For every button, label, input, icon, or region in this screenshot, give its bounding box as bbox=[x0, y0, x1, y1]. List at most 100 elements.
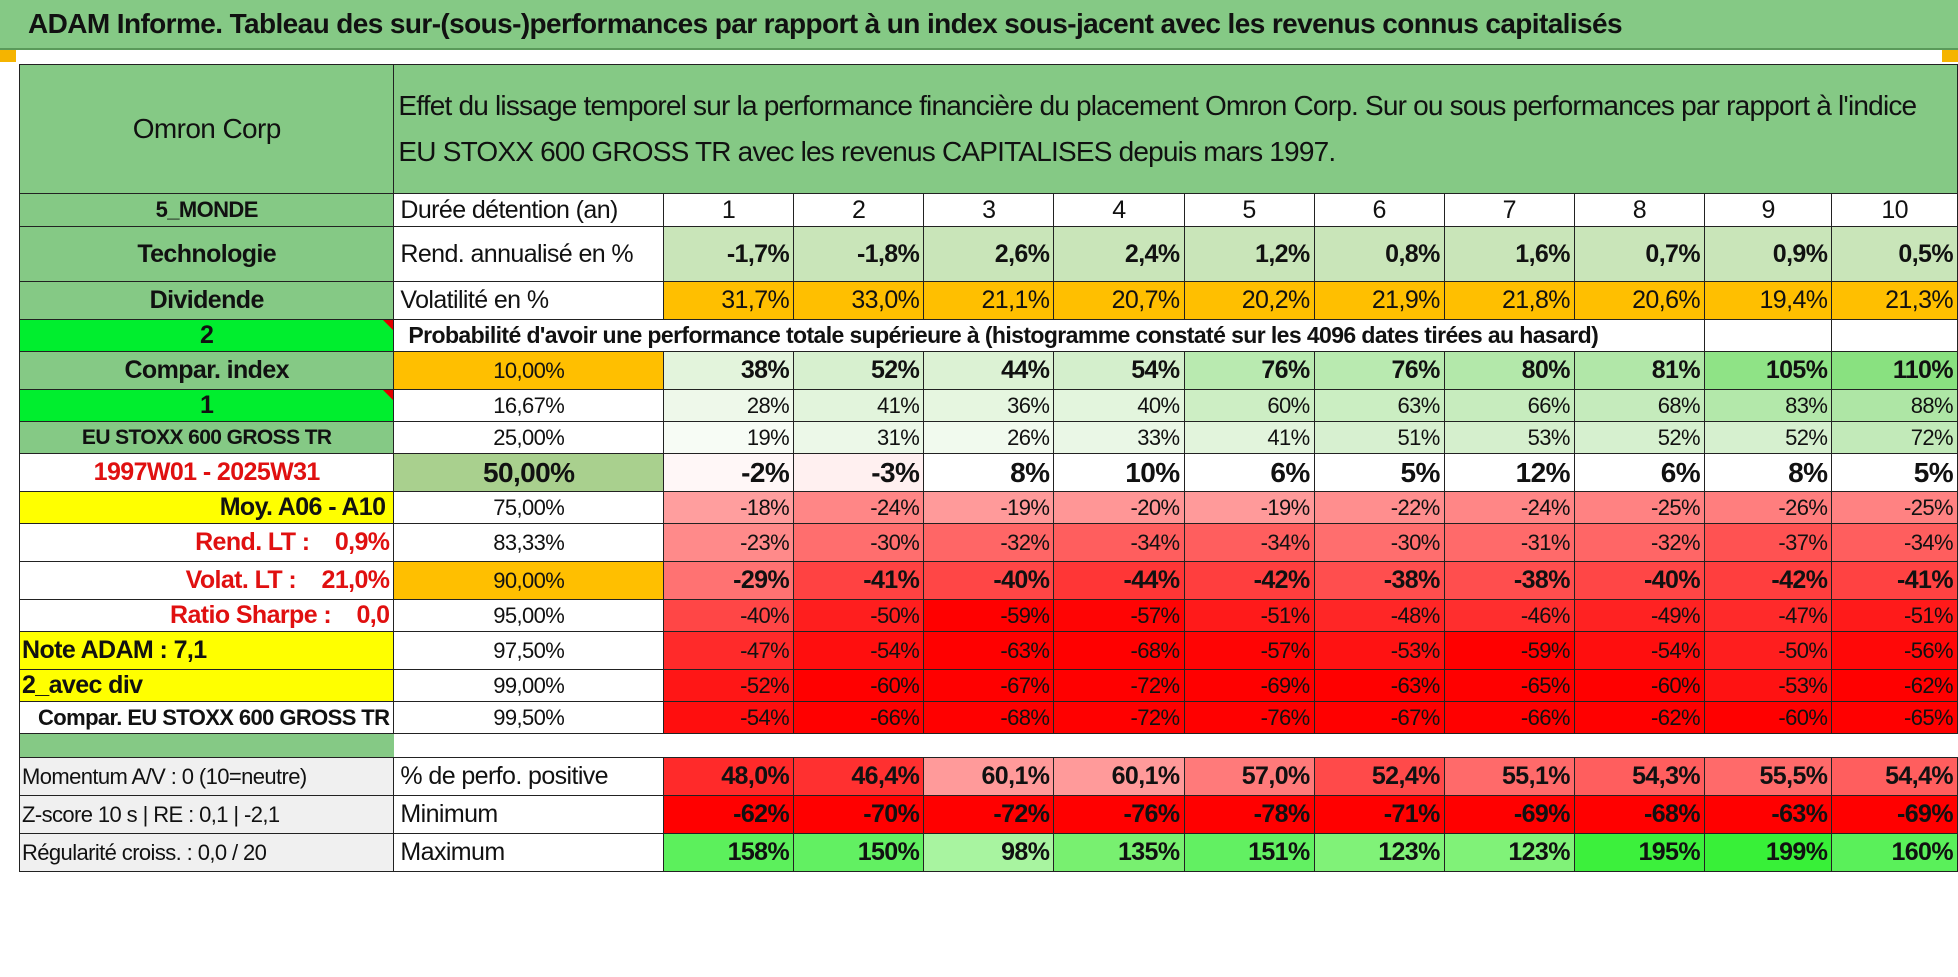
quantile-value: -26% bbox=[1703, 491, 1833, 524]
quantile-value: -30% bbox=[793, 523, 925, 562]
quantile-value: -19% bbox=[1183, 491, 1315, 524]
quantile-value: -38% bbox=[1313, 561, 1445, 600]
volatility-label: Volatilité en % bbox=[393, 281, 664, 320]
quantile-percent: 95,00% bbox=[393, 599, 664, 632]
quantile-value: 52% bbox=[1573, 421, 1706, 454]
quantile-value: -41% bbox=[1831, 561, 1958, 600]
quantile-percent: 75,00% bbox=[393, 491, 664, 524]
quantile-value: 26% bbox=[923, 421, 1055, 454]
quantile-value: -60% bbox=[1573, 669, 1706, 702]
annualized-return-value: 1,2% bbox=[1183, 226, 1315, 282]
quantile-value: 8% bbox=[1703, 453, 1833, 492]
quantile-value: 53% bbox=[1443, 421, 1575, 454]
summary-value: -68% bbox=[1573, 795, 1706, 834]
quantile-value: -72% bbox=[1053, 701, 1185, 734]
volatility-value: 19,4% bbox=[1703, 281, 1833, 320]
quantile-value: -49% bbox=[1573, 599, 1706, 632]
summary-value: 135% bbox=[1053, 833, 1185, 872]
summary-value: -76% bbox=[1053, 795, 1185, 834]
quantile-value: -56% bbox=[1831, 631, 1958, 670]
selector-2[interactable]: 2 bbox=[18, 319, 395, 352]
summary-value: 48,0% bbox=[662, 757, 795, 796]
annualized-return-value: 2,6% bbox=[923, 226, 1055, 282]
quantile-value: 88% bbox=[1831, 389, 1958, 422]
quantile-percent: 10,00% bbox=[393, 351, 664, 390]
volatility-value: 20,6% bbox=[1573, 281, 1706, 320]
summary-value: 60,1% bbox=[1053, 757, 1185, 796]
quantile-value: -68% bbox=[923, 701, 1055, 734]
quantile-value: -37% bbox=[1703, 523, 1833, 562]
quantile-value: -54% bbox=[1573, 631, 1706, 670]
quantile-value: -23% bbox=[662, 523, 795, 562]
empty-cell bbox=[1831, 319, 1958, 352]
quantile-percent: 50,00% bbox=[393, 453, 664, 492]
quantile-value: -32% bbox=[923, 523, 1055, 562]
quantile-value: 33% bbox=[1053, 421, 1185, 454]
annualized-return-value: -1,8% bbox=[793, 226, 925, 282]
quantile-value: -41% bbox=[793, 561, 925, 600]
summary-value: 151% bbox=[1183, 833, 1315, 872]
quantile-value: -54% bbox=[662, 701, 795, 734]
quantile-value: -72% bbox=[1053, 669, 1185, 702]
quantile-value: -24% bbox=[793, 491, 925, 524]
summary-value: -78% bbox=[1183, 795, 1315, 834]
quantile-value: 66% bbox=[1443, 389, 1575, 422]
quantile-value: -68% bbox=[1053, 631, 1185, 670]
volatility-value: 21,1% bbox=[923, 281, 1055, 320]
quantile-value: 72% bbox=[1831, 421, 1958, 454]
summary-value: 57,0% bbox=[1183, 757, 1315, 796]
year-header-1: 1 bbox=[662, 193, 795, 227]
annualized-return-label: Rend. annualisé en % bbox=[393, 226, 664, 282]
year-header-4: 4 bbox=[1053, 193, 1185, 227]
quantile-row: 1997W01 - 2025W31 50,00% -2% -3% 8% 10% 6% 5% 12… bbox=[18, 453, 1958, 492]
annualized-return-value: -1,7% bbox=[662, 226, 795, 282]
quantile-value: 19% bbox=[662, 421, 795, 454]
quantile-value: -22% bbox=[1313, 491, 1445, 524]
quantile-value: 80% bbox=[1443, 351, 1575, 390]
quantile-value: 52% bbox=[1703, 421, 1833, 454]
summary-left-label: Z-score 10 s | RE : 0,1 | -2,1 bbox=[18, 795, 395, 834]
quantile-value: -44% bbox=[1053, 561, 1185, 600]
quantile-value: 5% bbox=[1313, 453, 1445, 492]
description: Effet du lissage temporel sur la perform… bbox=[393, 64, 1958, 194]
summary-value: 60,1% bbox=[923, 757, 1055, 796]
quantile-value: -66% bbox=[1443, 701, 1575, 734]
summary-metric-label: % de perfo. positive bbox=[393, 757, 664, 796]
summary-value: 123% bbox=[1313, 833, 1445, 872]
quantile-value: -53% bbox=[1313, 631, 1445, 670]
report-title: ADAM Informe. Tableau des sur-(sous-)per… bbox=[28, 8, 1623, 39]
summary-value: -71% bbox=[1313, 795, 1445, 834]
region-label: 5_MONDE bbox=[18, 193, 395, 227]
quantile-value: 5% bbox=[1831, 453, 1958, 492]
year-header-6: 6 bbox=[1313, 193, 1445, 227]
quantile-value: 41% bbox=[793, 389, 925, 422]
quantile-value: -40% bbox=[923, 561, 1055, 600]
year-header-7: 7 bbox=[1443, 193, 1575, 227]
quantile-value: -57% bbox=[1183, 631, 1315, 670]
quantile-value: -59% bbox=[1443, 631, 1575, 670]
summary-value: -69% bbox=[1831, 795, 1958, 834]
quantile-value: 60% bbox=[1183, 389, 1315, 422]
quantile-value: -42% bbox=[1183, 561, 1315, 600]
summary-value: 55,1% bbox=[1443, 757, 1575, 796]
quantile-value: -76% bbox=[1183, 701, 1315, 734]
volatility-value: 21,8% bbox=[1443, 281, 1575, 320]
sector-label: Technologie bbox=[18, 226, 395, 282]
quantile-value: -50% bbox=[1703, 631, 1833, 670]
quantile-value: -48% bbox=[1313, 599, 1445, 632]
quantile-value: -25% bbox=[1573, 491, 1706, 524]
quantile-value: 44% bbox=[923, 351, 1055, 390]
quantile-value: -53% bbox=[1703, 669, 1833, 702]
quantile-value: 28% bbox=[662, 389, 795, 422]
summary-value: -63% bbox=[1703, 795, 1833, 834]
quantile-value: -67% bbox=[1313, 701, 1445, 734]
selector-1[interactable]: 1 bbox=[18, 389, 395, 422]
company-name: Omron Corp bbox=[18, 64, 395, 194]
quantile-value: 36% bbox=[923, 389, 1055, 422]
quantile-percent: 97,50% bbox=[393, 631, 664, 670]
quantile-value: -66% bbox=[793, 701, 925, 734]
summary-value: 54,4% bbox=[1831, 757, 1958, 796]
quantile-value: 76% bbox=[1313, 351, 1445, 390]
quantile-row: Moy. A06 - A10 75,00% -18% -24% -19% -20% -19%… bbox=[18, 491, 1958, 524]
quantile-value: -40% bbox=[1573, 561, 1706, 600]
